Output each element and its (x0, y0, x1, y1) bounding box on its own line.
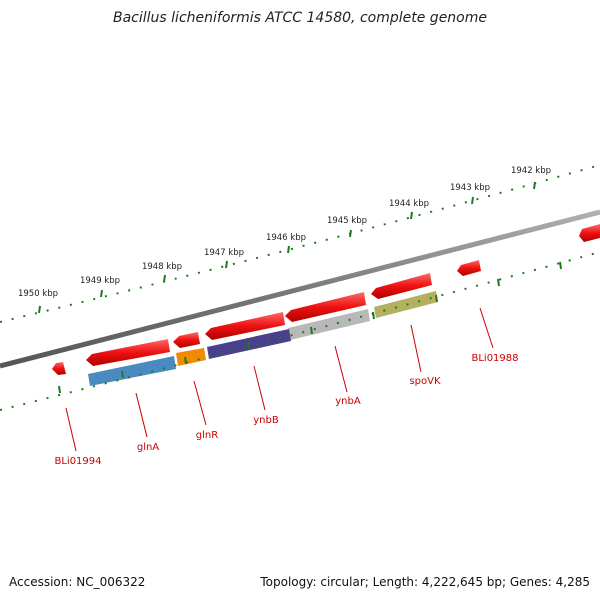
leader-BLi01994 (65, 407, 77, 452)
outer-major-tick (225, 260, 228, 269)
inner-major-tick (310, 326, 313, 335)
gene-bar-spoVK[interactable] (374, 291, 438, 318)
inner-major-tick (559, 261, 562, 270)
outer-major-tick (163, 274, 166, 283)
gene-bar-ynbA[interactable] (288, 309, 370, 340)
leader-BLi01988 (479, 307, 494, 349)
gene-arrow-glnA-forward[interactable] (86, 339, 170, 366)
accession-text: Accession: NC_006322 (9, 575, 145, 589)
inner-major-tick (497, 278, 500, 287)
gene-bar-glnR[interactable] (176, 348, 206, 366)
label-leaders (65, 307, 494, 452)
kbp-label-1942: 1942 kbp (511, 166, 551, 176)
inner-major-tick (58, 385, 61, 394)
leader-glnA (135, 392, 148, 438)
outer-major-tick (349, 229, 352, 238)
gene-label-BLi01988[interactable]: BLi01988 (471, 353, 518, 364)
outer-major-tick (471, 196, 474, 205)
gene-arrow-BLi01988[interactable] (457, 260, 481, 276)
gene-arrow-ynbB-forward[interactable] (205, 312, 285, 340)
forward-genes (52, 224, 600, 375)
gene-arrow-BLi01994[interactable] (52, 362, 66, 375)
gene-label-ynbA[interactable]: ynbA (335, 396, 361, 407)
gene-label-BLi01994[interactable]: BLi01994 (54, 456, 101, 467)
inner-major-tick (372, 311, 375, 320)
outer-major-tick (533, 181, 536, 190)
genome-summary-text: Topology: circular; Length: 4,222,645 bp… (259, 575, 590, 589)
gene-arrow-spoVK-forward[interactable] (371, 273, 432, 299)
gene-arrow-ynbA-forward[interactable] (285, 292, 366, 322)
gene-label-glnA[interactable]: glnA (137, 442, 159, 453)
genome-backbone (0, 209, 600, 369)
inner-major-tick (247, 341, 250, 350)
kbp-label-1948: 1948 kbp (142, 262, 182, 272)
outer-major-ticks (38, 181, 536, 314)
kbp-label-1947: 1947 kbp (204, 248, 244, 258)
inner-major-tick (121, 370, 124, 379)
kbp-label-1950: 1950 kbp (18, 289, 58, 299)
gene-arrow-forward[interactable] (579, 224, 600, 242)
kbp-label-1946: 1946 kbp (266, 233, 306, 243)
leader-glnR (193, 380, 207, 426)
gene-labels: BLi01988 spoVK ynbA ynbB glnR glnA BLi01… (54, 353, 518, 467)
gene-bar-glnA[interactable] (88, 356, 176, 386)
outer-major-tick (287, 245, 290, 254)
leader-spoVK (410, 324, 422, 373)
kbp-label-1949: 1949 kbp (80, 276, 120, 286)
inner-major-ticks (58, 261, 562, 394)
kbp-labels: 1942 kbp 1943 kbp 1944 kbp 1945 kbp 1946… (18, 166, 551, 299)
map-title: Bacillus licheniformis ATCC 14580, compl… (113, 10, 487, 26)
gene-category-bars (88, 291, 438, 386)
gene-label-spoVK[interactable]: spoVK (409, 376, 441, 387)
outer-tick-ring (0, 164, 600, 323)
inner-major-tick (184, 356, 187, 365)
inner-major-tick (435, 294, 438, 303)
gene-arrow-glnR-forward[interactable] (173, 332, 200, 348)
outer-tick-dots (0, 164, 600, 323)
gene-label-glnR[interactable]: glnR (196, 430, 218, 441)
kbp-label-1944: 1944 kbp (389, 199, 429, 209)
kbp-label-1943: 1943 kbp (450, 183, 490, 193)
outer-major-tick (38, 305, 41, 314)
outer-major-tick (410, 211, 413, 220)
kbp-label-1945: 1945 kbp (327, 216, 367, 226)
leader-ynbA (334, 345, 348, 393)
leader-ynbB (253, 365, 266, 411)
outer-major-tick (100, 289, 103, 298)
inner-tick-ring (0, 251, 600, 411)
gene-label-ynbB[interactable]: ynbB (253, 415, 279, 426)
